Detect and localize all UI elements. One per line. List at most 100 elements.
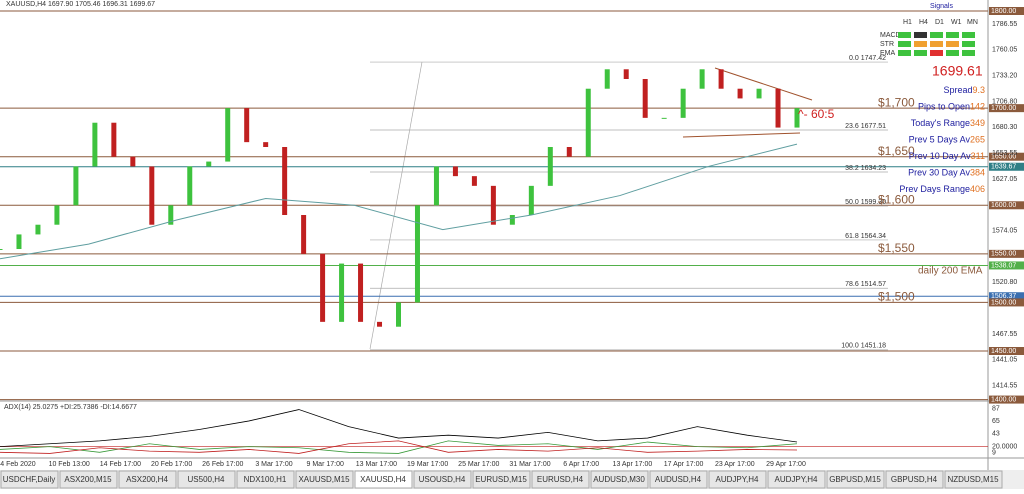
signal-cell [914,32,927,38]
candle [661,117,667,119]
tab[interactable] [413,470,472,489]
candle [547,147,553,186]
candle [282,147,288,215]
tab[interactable] [236,470,295,489]
tab[interactable] [531,470,590,489]
ema-label: daily 200 EMA [918,266,983,277]
price-axis-label: 1733.20 [992,73,1017,80]
info-value: 349 [970,118,985,128]
candle [16,234,22,249]
signal-row: MACD [880,32,901,39]
level-label: 1700.00 [991,105,1016,112]
info-row: Spread9.3 [943,85,985,95]
tab-label[interactable]: XAUUSD,H4 [360,475,406,484]
tab-label[interactable]: AUDJPY,H4 [775,475,819,484]
fib-label: 38.2 1634.23 [845,165,886,172]
tab-label[interactable]: USOUSD,H4 [419,475,466,484]
tab[interactable] [59,470,118,489]
price-axis-label: 1706.80 [992,98,1017,105]
tab-label[interactable]: ASX200,M15 [64,475,112,484]
signal-cell [946,41,959,47]
candle [699,69,705,89]
round-level-label: $1,500 [878,290,915,304]
tab[interactable] [472,470,531,489]
tab[interactable] [944,470,1003,489]
price-axis-label: 1680.30 [992,124,1017,131]
fib-label: 61.8 1564.34 [845,233,886,240]
signal-cell [930,50,943,56]
tab[interactable] [885,470,944,489]
time-label: 26 Feb 17:00 [202,461,243,468]
candle [320,253,326,322]
trend-line [682,132,801,138]
info-label: Spread [943,85,972,95]
level-label: 1800.00 [991,8,1016,15]
candle [244,108,250,143]
tab-label[interactable]: AUDUSD,M30 [593,475,645,484]
time-label: 25 Mar 17:00 [458,461,499,468]
price-axis-label: 1653.55 [992,150,1017,157]
candle [775,88,781,128]
signal-cell [898,32,911,38]
tab[interactable] [590,470,649,489]
candle [206,161,212,167]
candle [414,205,420,303]
info-value: 384 [970,168,985,178]
candle [794,108,800,128]
tab-label[interactable]: USDCHF,Daily [3,475,55,484]
candle [111,122,117,157]
level-label: 1650.00 [991,154,1016,161]
signals-title: Signals [930,3,953,10]
adx-axis-label: 9 [992,450,996,457]
time-label: 14 Feb 17:00 [100,461,141,468]
tab-label[interactable]: AUDUSD,H4 [655,475,702,484]
tab-label[interactable]: ASX200,H4 [126,475,168,484]
tab[interactable] [177,470,236,489]
tab-label[interactable]: EURUSD,H4 [537,475,584,484]
info-value: 311 [971,151,985,161]
tab[interactable] [649,470,708,489]
candle [433,166,439,206]
tab-label[interactable]: EURUSD,M15 [475,475,527,484]
info-label: Today's Range [911,118,970,128]
tab[interactable] [295,470,354,489]
price-axis-label: 1441.05 [992,357,1017,364]
signal-cell [946,32,959,38]
fib-label: 78.6 1514.57 [845,281,886,288]
candle [130,156,136,167]
tab-label[interactable]: AUDJPY,H4 [716,475,760,484]
candle [737,88,743,99]
tab[interactable] [118,470,177,489]
signal-col: H4 [919,19,928,26]
tab-label[interactable]: GBPUSD,H4 [891,475,938,484]
signal-cell [898,50,911,56]
candle [73,166,79,206]
signal-cell [930,41,943,47]
tab-label[interactable]: GBPUSD,M15 [829,475,881,484]
tab-label[interactable]: US500,H4 [188,475,225,484]
info-value: 142 [970,102,985,112]
round-level-label: $1,600 [878,192,915,206]
candle [301,215,307,254]
tab[interactable] [708,470,767,489]
signal-cell [962,41,975,47]
tab-label[interactable]: NZDUSD,M15 [947,475,999,484]
time-label: 9 Mar 17:00 [307,461,344,468]
adx-line [0,440,798,454]
candle [528,185,534,215]
tab-label[interactable]: NDX100,H1 [244,475,287,484]
tab[interactable] [826,470,885,489]
level-label: 1550.00 [991,251,1016,258]
adx-axis-label: 65 [992,418,1000,425]
tab[interactable] [0,470,59,489]
signal-col: D1 [935,19,944,26]
info-value: 406 [970,184,985,194]
level-box [989,201,1024,210]
tab[interactable] [354,470,413,489]
tab-label[interactable]: XAUUSD,M15 [298,475,350,484]
tab[interactable] [767,470,826,489]
fib-label: 100.0 1451.18 [841,343,886,350]
info-row: Prev 5 Days Av265 [909,135,985,145]
